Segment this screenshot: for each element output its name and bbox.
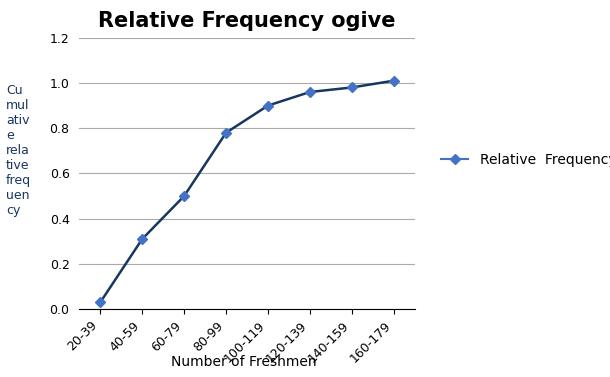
Legend: Relative  Frequency ogive: Relative Frequency ogive xyxy=(435,147,610,172)
Text: Cu
mul
ativ
e
rela
tive
freq
uen
cy: Cu mul ativ e rela tive freq uen cy xyxy=(6,84,31,217)
Title: Relative Frequency ogive: Relative Frequency ogive xyxy=(98,11,396,31)
Relative  Frequency ogive xyxy=(223,130,230,135)
Relative  Frequency ogive xyxy=(348,85,356,90)
Relative  Frequency ogive xyxy=(306,90,314,94)
Relative  Frequency ogive xyxy=(138,237,146,241)
Line: Relative  Frequency ogive: Relative Frequency ogive xyxy=(97,77,397,306)
Relative  Frequency ogive xyxy=(390,78,398,83)
Relative  Frequency ogive xyxy=(181,194,188,198)
Relative  Frequency ogive xyxy=(264,103,271,108)
Relative  Frequency ogive xyxy=(96,300,104,305)
Text: Number of Freshmen: Number of Freshmen xyxy=(171,356,317,369)
